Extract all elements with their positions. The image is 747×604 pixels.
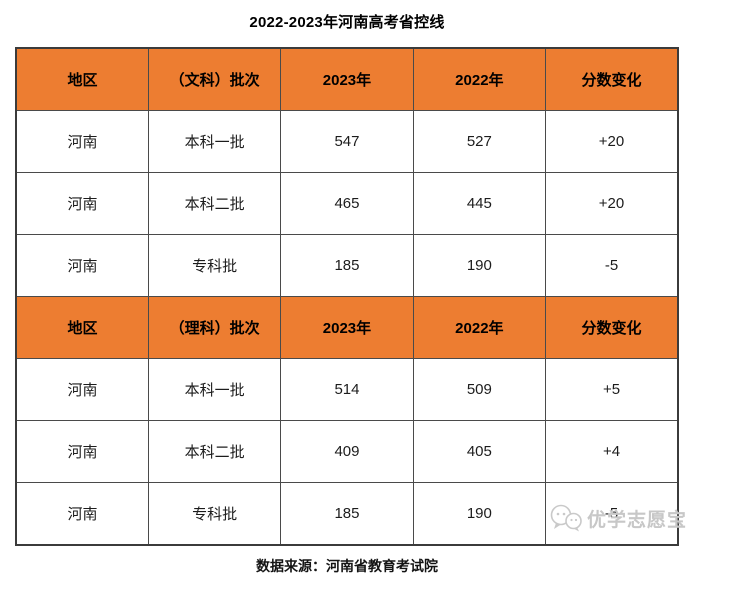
cell-batch: 本科一批 [147,110,282,173]
header-cell-2022: 2022年 [412,47,547,111]
cell-score-2023: 547 [280,110,414,173]
cell-batch: 专科批 [147,234,282,297]
cell-score-2022: 445 [412,172,547,235]
header-cell-batch-like: （理科）批次 [147,296,282,359]
cell-change: +5 [545,358,679,421]
cell-score-2023: 514 [280,358,414,421]
cell-region: 河南 [15,482,149,546]
cell-region: 河南 [15,110,149,173]
cell-score-2023: 185 [280,482,414,546]
cell-score-2023: 465 [280,172,414,235]
cell-change: +4 [545,420,679,483]
cell-score-2023: 185 [280,234,414,297]
page-title: 2022-2023年河南高考省控线 [249,14,445,31]
cell-score-2022: 190 [412,482,547,546]
cell-score-2022: 527 [412,110,547,173]
cell-change: -5 [545,234,679,297]
cell-region: 河南 [15,358,149,421]
header-cell-region: 地区 [15,47,149,111]
cell-score-2023: 409 [280,420,414,483]
table-row: 河南 本科二批 465 445 +20 [15,172,679,235]
cell-region: 河南 [15,420,149,483]
cell-batch: 本科一批 [147,358,282,421]
header-row-wenke: 地区 （文科）批次 2023年 2022年 分数变化 [15,47,679,111]
header-cell-region: 地区 [15,296,149,359]
header-cell-change: 分数变化 [545,296,679,359]
cell-batch: 专科批 [147,482,282,546]
cell-score-2022: 190 [412,234,547,297]
cell-change: +20 [545,172,679,235]
cell-batch: 本科二批 [147,172,282,235]
header-cell-2023: 2023年 [280,296,414,359]
cell-change: +20 [545,110,679,173]
score-table: 地区 （文科）批次 2023年 2022年 分数变化 河南 本科一批 547 5… [15,47,679,546]
header-row-like: 地区 （理科）批次 2023年 2022年 分数变化 [15,296,679,359]
header-cell-2022: 2022年 [412,296,547,359]
cell-region: 河南 [15,172,149,235]
table-row: 河南 本科一批 547 527 +20 [15,110,679,173]
cell-score-2022: 405 [412,420,547,483]
cell-change: -5 [545,482,679,546]
table-row: 河南 专科批 185 190 -5 [15,234,679,297]
source-note: 数据来源：河南省教育考试院 [256,558,438,574]
table-row: 河南 专科批 185 190 -5 [15,482,679,546]
cell-batch: 本科二批 [147,420,282,483]
header-cell-2023: 2023年 [280,47,414,111]
cell-score-2022: 509 [412,358,547,421]
header-cell-change: 分数变化 [545,47,679,111]
cell-region: 河南 [15,234,149,297]
table-row: 河南 本科一批 514 509 +5 [15,358,679,421]
table-row: 河南 本科二批 409 405 +4 [15,420,679,483]
header-cell-batch-wenke: （文科）批次 [147,47,282,111]
